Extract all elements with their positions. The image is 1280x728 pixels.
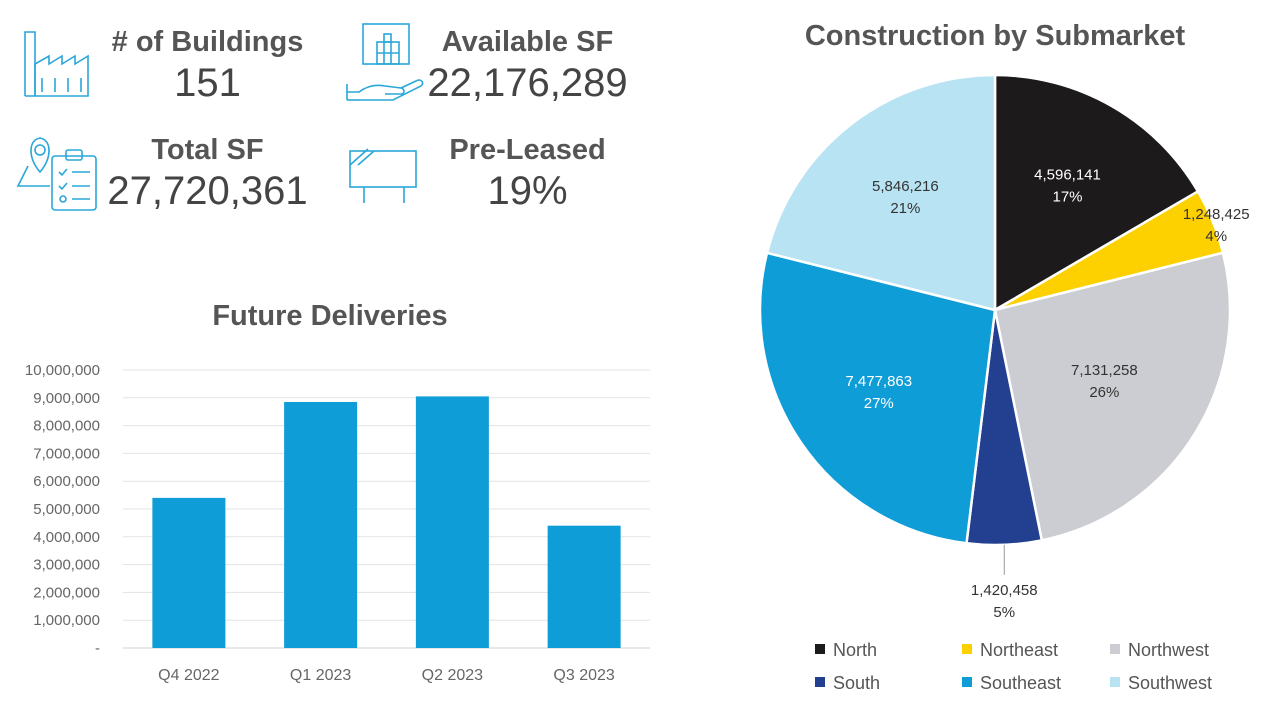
stat-buildings-label: # of Buildings [111,26,304,58]
pie-slice-north [993,73,1200,313]
map-checklist-icon [14,134,100,214]
stat-total-value: 27,720,361 [107,169,308,213]
legend-item-southeast: Southeast [962,673,1061,694]
legend-swatch [1110,644,1120,654]
x-tick-label: Q3 2023 [553,667,614,684]
stat-available: Available SF 22,176,289 [420,26,635,105]
legend-label: South [833,673,881,693]
y-tick-label: 3,000,000 [33,557,100,574]
pie-percent-label: 17% [1052,189,1082,206]
bar [152,497,226,648]
y-tick-label: 1,000,000 [33,612,100,629]
pie-percent-label: 26% [1089,384,1119,401]
legend-item-northeast: Northeast [962,640,1058,661]
pie-percent-label: 5% [993,604,1015,621]
pie-value-label: 4,596,141 [1034,167,1101,184]
stat-available-value: 22,176,289 [427,61,628,105]
factory-icon [22,28,92,98]
building-hand-icon [345,20,427,102]
stat-available-label: Available SF [441,26,614,58]
x-tick-label: Q1 2023 [290,667,351,684]
stat-total: Total SF 27,720,361 [100,134,315,213]
y-tick-label: 5,000,000 [33,501,100,518]
legend-swatch [1110,677,1120,687]
lease-sign-icon [348,145,420,205]
legend-label: Northeast [980,640,1059,660]
stat-buildings-value: 151 [174,61,241,105]
legend-swatch [815,677,825,687]
pie-percent-label: 4% [1205,228,1227,245]
y-tick-label: 8,000,000 [33,418,100,435]
y-tick-label: 9,000,000 [33,390,100,407]
legend-swatch [962,644,972,654]
pie-slice-southeast [758,251,997,545]
legend-label: Southwest [1128,673,1213,693]
y-tick-label: 6,000,000 [33,473,100,490]
legend-swatch [815,644,825,654]
bar [284,401,358,648]
stat-buildings: # of Buildings 151 [100,26,315,105]
legend-item-northwest: Northwest [1110,640,1209,661]
legend-label: Southeast [980,673,1062,693]
x-tick-label: Q2 2023 [422,667,483,684]
y-tick-label: 10,000,000 [25,362,100,379]
stat-preleased: Pre-Leased 19% [420,134,635,213]
bar [415,396,489,648]
legend-item-southwest: Southwest [1110,673,1212,694]
pie-percent-label: 21% [890,200,920,217]
y-tick-label: 2,000,000 [33,584,100,601]
y-tick-label: 4,000,000 [33,529,100,546]
pie-chart: 4,596,141 17% 1,248,425 4% 7,131,258 26% 1,420… [758,73,1250,621]
legend-item-south: South [815,673,880,694]
pie-value-label: 1,420,458 [971,582,1038,599]
pie-slice-northwest [993,251,1232,542]
bar-chart: - 1,000,000 2,000,000 3,000,000 4,000,000 5,0… [25,362,650,684]
legend-label: Northwest [1128,640,1210,660]
stat-total-label: Total SF [151,134,264,166]
pie-value-label: 5,846,216 [872,178,939,195]
legend-label: North [833,640,878,660]
y-tick-label: - [95,640,100,657]
legend-item-north: North [815,640,877,661]
pie-value-label: 7,477,863 [845,373,912,390]
x-tick-label: Q4 2022 [158,667,219,684]
pie-value-label: 1,248,425 [1183,206,1250,223]
stat-preleased-label: Pre-Leased [449,134,606,166]
stat-preleased-value: 19% [487,169,568,213]
pie-chart-title: Construction by Submarket [804,20,1186,52]
bar-chart-title: Future Deliveries [212,300,448,332]
pie-value-label: 7,131,258 [1071,362,1138,379]
y-tick-label: 7,000,000 [33,445,100,462]
legend-swatch [962,677,972,687]
pie-slice-southwest [765,73,997,312]
bar [547,525,621,648]
pie-percent-label: 27% [864,395,894,412]
